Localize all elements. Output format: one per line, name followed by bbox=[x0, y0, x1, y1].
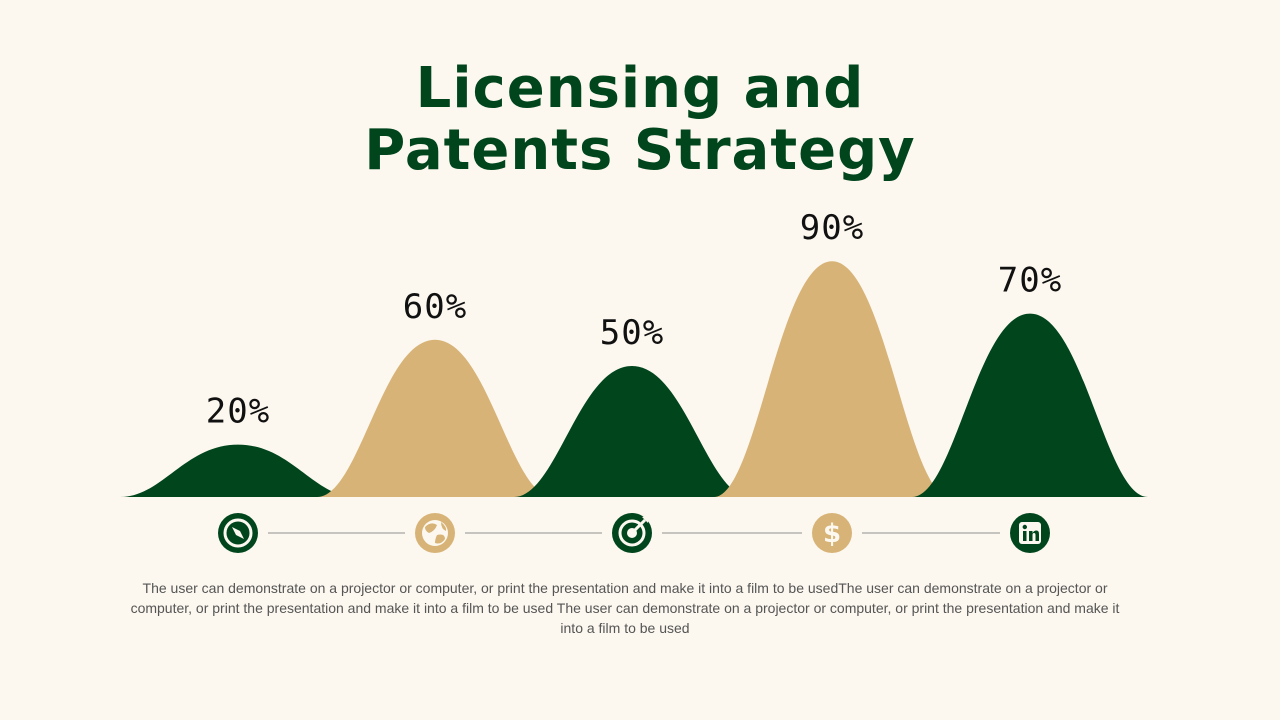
value-label-1: 20% bbox=[206, 392, 270, 432]
target-icon bbox=[612, 513, 652, 553]
svg-text:$: $ bbox=[823, 519, 841, 549]
title-line-2: Patents Strategy bbox=[364, 118, 916, 183]
compass-icon bbox=[218, 513, 258, 553]
icon-row: $ bbox=[218, 513, 1050, 553]
bell-curve-3 bbox=[514, 366, 750, 497]
value-label-4: 90% bbox=[800, 208, 864, 248]
chart-value-labels: 20% 60% 50% 90% 70% bbox=[206, 208, 1062, 432]
globe-icon bbox=[415, 513, 455, 553]
title-line-1: Licensing and bbox=[415, 56, 865, 121]
bell-curve-5 bbox=[912, 313, 1148, 497]
value-label-3: 50% bbox=[600, 313, 664, 353]
dollar-icon: $ bbox=[812, 513, 852, 553]
value-label-2: 60% bbox=[403, 287, 467, 327]
chart-curves bbox=[120, 261, 1148, 497]
linkedin-icon bbox=[1010, 513, 1050, 553]
bell-curve-4 bbox=[714, 261, 950, 497]
page-title: Licensing and Patents Strategy bbox=[0, 58, 1280, 182]
value-label-5: 70% bbox=[998, 261, 1062, 301]
bell-curve-2 bbox=[317, 339, 553, 497]
bell-curve-1 bbox=[120, 444, 356, 497]
description-text: The user can demonstrate on a projector … bbox=[130, 580, 1120, 636]
